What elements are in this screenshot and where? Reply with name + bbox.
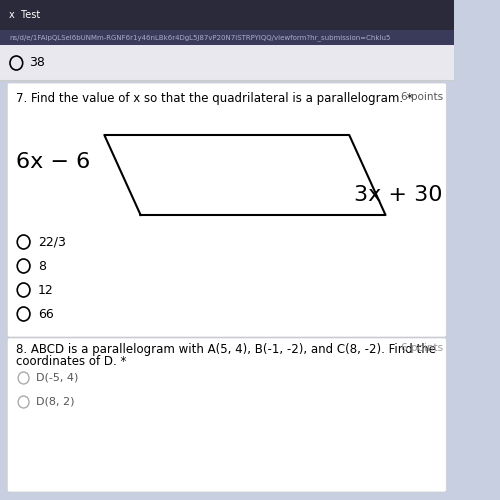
Text: x  Test: x Test <box>9 10 40 20</box>
FancyBboxPatch shape <box>8 83 446 337</box>
FancyBboxPatch shape <box>0 0 454 30</box>
Text: ns/d/e/1FAIpQLSel6bUNMm-RGNF6r1y46nLBk6r4DgL5J87vP20N7iSTRPYIQQ/viewform?hr_subm: ns/d/e/1FAIpQLSel6bUNMm-RGNF6r1y46nLBk6r… <box>9 34 390 42</box>
Text: 8. ABCD is a parallelogram with A(5, 4), B(-1, -2), and C(8, -2). Find the: 8. ABCD is a parallelogram with A(5, 4),… <box>16 343 436 356</box>
FancyBboxPatch shape <box>0 45 454 80</box>
Text: 22/3: 22/3 <box>38 236 66 248</box>
Text: 6x − 6: 6x − 6 <box>16 152 90 172</box>
FancyBboxPatch shape <box>0 30 454 45</box>
Text: 12: 12 <box>38 284 54 296</box>
Text: D(8, 2): D(8, 2) <box>36 397 75 407</box>
Text: 7. Find the value of x so that the quadrilateral is a parallelogram. *: 7. Find the value of x so that the quadr… <box>16 92 413 105</box>
Polygon shape <box>104 135 386 215</box>
Text: 66: 66 <box>38 308 54 320</box>
Text: 6 points: 6 points <box>400 92 442 102</box>
Text: 3x + 30: 3x + 30 <box>354 185 442 205</box>
Text: D(-5, 4): D(-5, 4) <box>36 373 78 383</box>
Text: 8: 8 <box>38 260 46 272</box>
Text: coordinates of D. *: coordinates of D. * <box>16 355 126 368</box>
FancyBboxPatch shape <box>8 338 446 492</box>
Text: 38: 38 <box>29 56 45 70</box>
Text: 6 points: 6 points <box>400 343 442 353</box>
